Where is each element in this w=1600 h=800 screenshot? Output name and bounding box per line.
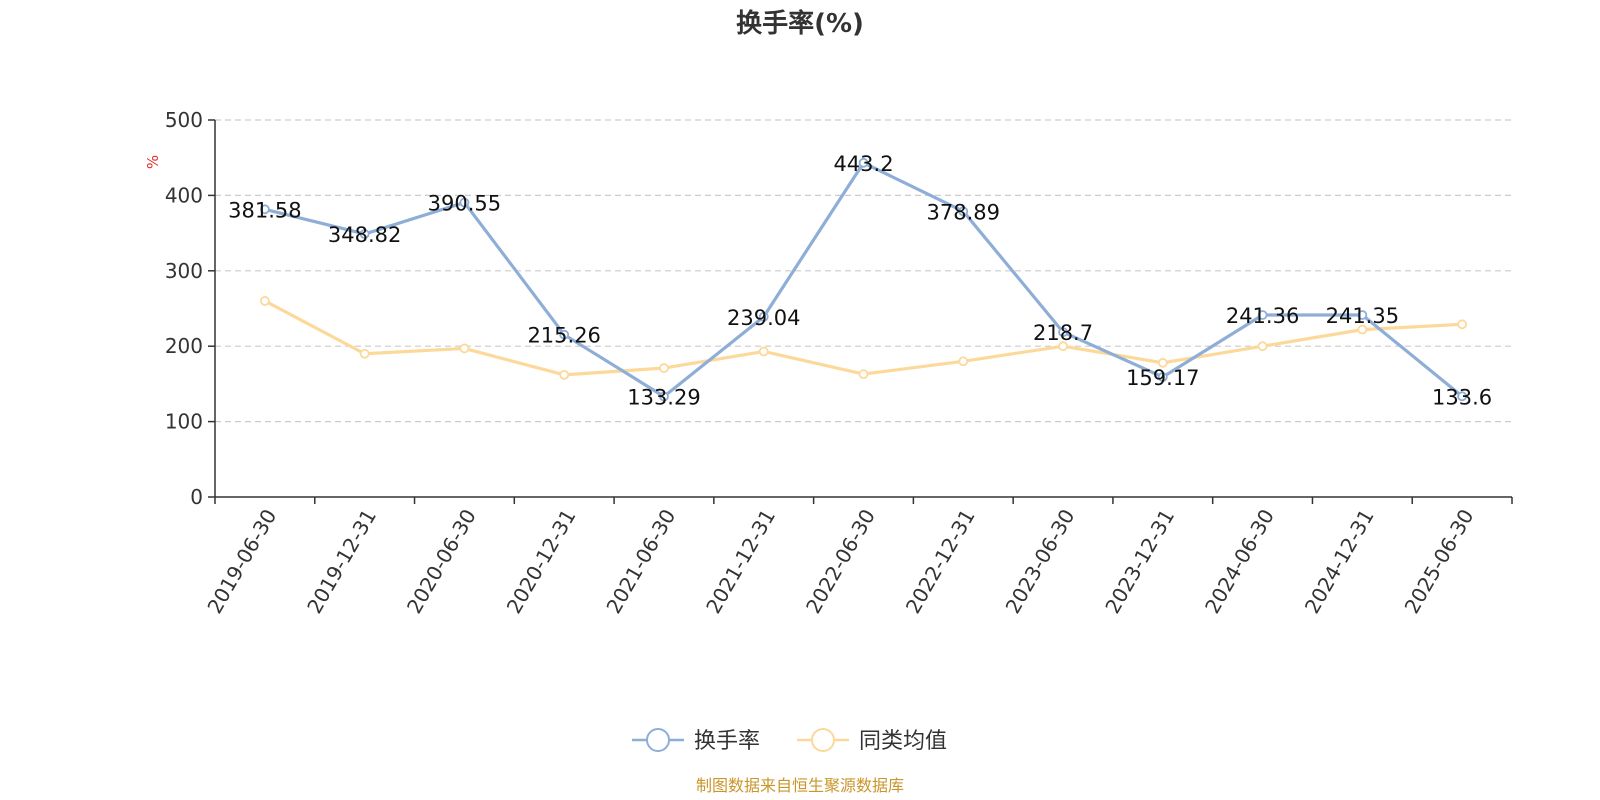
grid-lines [215,119,1512,423]
source-note: 制图数据来自恒生聚源数据库 [696,776,904,795]
chart-title: 换手率(%) [736,8,864,39]
data-point[interactable] [858,157,869,168]
data-point[interactable] [1157,357,1168,368]
x-tick-label: 2019-06-30 [202,505,281,618]
axes: 0 100 200 300 400 500 2019-06-30 2019-12-31 2020… [165,108,1513,618]
legend-label: 换手率 [694,729,760,754]
x-tick-label: 2021-06-30 [601,505,680,618]
y-tick-label: 0 [190,485,203,509]
data-label: 239.04 [727,306,800,330]
data-label: 218.7 [1033,321,1093,345]
data-point[interactable] [359,348,370,359]
data-point[interactable] [1457,391,1468,402]
y-tick-label: 500 [165,108,203,132]
data-point[interactable] [1257,341,1268,352]
data-label: 390.55 [428,192,501,216]
data-point[interactable] [559,369,570,380]
data-label: 133.29 [627,385,700,409]
data-point[interactable] [1357,310,1368,320]
data-point[interactable] [758,346,769,357]
data-label: 378.89 [927,200,1000,224]
x-tick-label: 2021-12-31 [701,505,780,618]
series-layer [259,157,1468,402]
legend-item-turnover-rate[interactable]: 换手率 [632,728,760,754]
data-label: 381.58 [228,198,301,222]
x-tick-label: 2025-06-30 [1400,505,1479,618]
data-point[interactable] [958,206,969,217]
data-label: 133.6 [1432,385,1492,409]
data-label: 443.2 [833,152,893,176]
data-label: 241.36 [1226,304,1299,328]
legend-label: 同类均值 [859,729,947,754]
legend-circle-icon [811,728,835,752]
data-point[interactable] [659,363,669,373]
data-point[interactable] [459,197,470,208]
y-tick-label: 100 [165,410,203,434]
data-point[interactable] [1357,324,1368,335]
y-tick-label: 300 [165,259,203,283]
data-label: 215.26 [527,324,600,348]
data-point[interactable] [1257,310,1268,320]
x-tick-label: 2023-06-30 [1001,505,1080,618]
x-tick-label: 2019-12-31 [302,505,381,618]
data-point[interactable] [1157,372,1168,382]
data-point[interactable] [858,369,869,379]
data-label: 348.82 [328,223,401,247]
legend-circle-icon [646,728,670,752]
data-point[interactable] [758,311,769,322]
data-point[interactable] [259,204,270,215]
y-tick-label: 200 [165,334,203,358]
data-point[interactable] [659,391,669,402]
data-point[interactable] [259,296,270,306]
legend[interactable]: 换手率 同类均值 [632,728,947,754]
data-point[interactable] [459,343,470,354]
data-label: 241.35 [1326,304,1399,328]
data-labels: 381.58 348.82 390.55 215.26 133.29 239.04 443.… [228,152,1492,410]
data-label: 159.17 [1126,366,1199,390]
x-tick-label: 2022-06-30 [801,505,880,618]
data-point[interactable] [359,229,370,239]
series-turnover-rate [259,157,1468,402]
data-point[interactable] [1058,341,1068,352]
data-point[interactable] [559,329,570,340]
y-tick-label: 400 [165,183,203,207]
x-tick-label: 2023-12-31 [1100,505,1179,618]
series-peer-average [259,296,1468,380]
x-tick-label: 2024-06-30 [1200,505,1279,618]
data-point[interactable] [1457,319,1468,330]
x-tick-label: 2024-12-31 [1300,505,1379,618]
legend-item-peer-average[interactable]: 同类均值 [797,728,947,754]
x-tick-label: 2020-12-31 [502,505,581,618]
data-point[interactable] [958,356,969,367]
y-axis-unit-label: % [144,155,162,169]
x-tick-label: 2020-06-30 [402,505,481,618]
data-point[interactable] [1058,327,1068,338]
x-tick-label: 2022-12-31 [901,505,980,618]
